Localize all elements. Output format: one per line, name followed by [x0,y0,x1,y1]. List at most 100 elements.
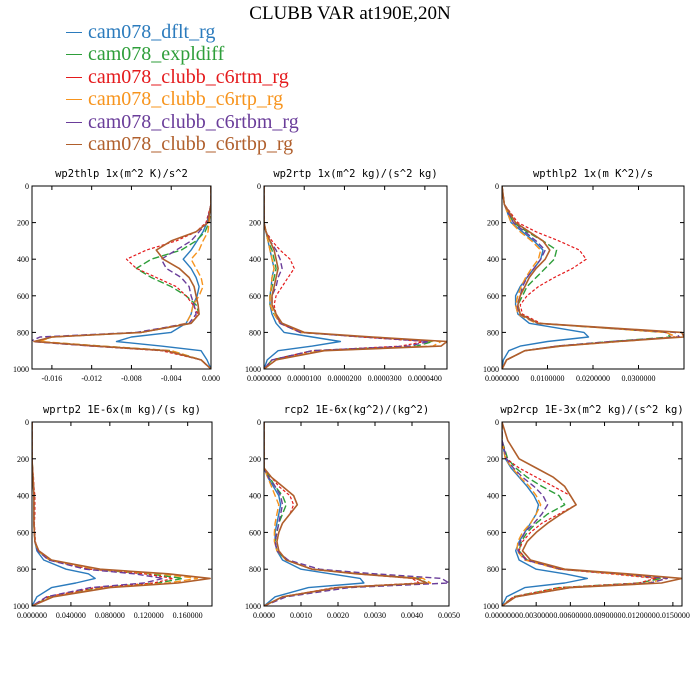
legend-label: cam078_clubb_c6rtbm_rg [88,110,299,133]
y-tick-label: 600 [249,292,261,301]
series-line-c6rtbp [264,186,447,369]
series-line-dflt [502,186,590,369]
y-tick-label: 1000 [13,602,29,611]
x-tick-label: 0.120000 [134,611,164,620]
series-line-c6rtbm [502,422,668,606]
panel-title: wp2thlp 1x(m^2 K)/s^2 [55,168,188,180]
panel-series-group [502,186,684,369]
legend-swatch [66,32,82,33]
legend-swatch [66,54,82,56]
legend-swatch [66,143,82,145]
y-tick-label: 800 [487,565,499,574]
x-tick-label: 0.0150000 [656,611,690,620]
series-line-c6rtp [32,422,199,606]
x-tick-label: 0.0100000 [531,374,565,383]
series-line-c6rtm [264,186,426,369]
y-tick-label: 0 [495,182,499,191]
series-line-c6rtbp [33,186,211,369]
panel-title: rcp2 1E-6x(kg^2)/(kg^2) [284,404,429,416]
legend-label: cam078_clubb_c6rtm_rg [88,65,289,88]
y-tick-label: 200 [487,455,499,464]
y-tick-label: 600 [249,528,261,537]
y-tick-label: 800 [17,328,29,337]
panel-series-group [32,186,211,369]
x-tick-label: -0.008 [121,374,142,383]
series-line-expldiff [36,186,211,369]
series-line-c6rtbm [502,186,681,369]
series-line-c6rtbp [264,422,428,606]
panel-title: wprtp2 1E-6x(m kg)/(s kg) [43,404,201,416]
panel-series-group [264,186,447,369]
series-line-c6rtbm [264,186,430,369]
x-tick-label: 0.0060000 [553,611,587,620]
y-tick-label: 600 [487,292,499,301]
series-line-c6rtp [39,186,211,369]
y-tick-label: 800 [249,328,261,337]
panel-4: wprtp2 1E-6x(m kg)/(s kg) 0 200 400 600 800 10… [13,404,213,620]
panel-title: wp2rtp 1x(m^2 kg)/(s^2 kg) [273,168,437,180]
series-line-dflt [502,422,589,606]
series-line-c6rtm [502,422,657,606]
series-line-c6rtm [32,422,174,606]
legend-swatch [66,121,82,123]
plot-frame [501,421,683,607]
series-line-dflt [264,422,365,606]
x-tick-label: 0.0050 [438,611,460,620]
y-tick-label: 400 [17,492,29,501]
y-tick-label: 200 [249,455,261,464]
series-line-c6rtm [264,422,420,606]
x-tick-label: 0.000000 [17,611,47,620]
series-line-expldiff [264,186,434,369]
series-line-dflt [32,422,96,606]
series-line-c6rtbp [502,422,682,606]
panel-series-group [502,422,682,606]
series-line-c6rtp [502,186,678,369]
series-line-c6rtbp [32,422,211,606]
legend-swatch [66,76,82,78]
x-tick-label: -0.004 [161,374,182,383]
y-tick-label: 600 [17,292,29,301]
x-tick-label: 0.0000 [253,611,275,620]
x-tick-label: 0.0010 [290,611,312,620]
x-tick-label: 0.0000300 [368,374,402,383]
panel-series-group [264,422,449,606]
y-tick-label: 1000 [483,602,499,611]
panel-series-group [32,422,211,606]
y-tick-label: 400 [487,492,499,501]
x-tick-label: 0.0000000 [485,374,519,383]
panel-6: wp2rcp 1E-3x(m^2 kg)/(s^2 kg)0 200 400 600 8… [483,404,690,620]
y-tick-label: 400 [487,255,499,264]
x-tick-label: -0.012 [81,374,102,383]
y-tick-label: 1000 [13,365,29,374]
series-line-expldiff [264,422,428,606]
series-line-expldiff [502,422,663,606]
plot-frame [31,421,213,607]
x-tick-label: 0.040000 [56,611,86,620]
x-tick-label: 0.160000 [173,611,203,620]
series-line-c6rtp [264,186,442,369]
x-tick-label: -0.016 [42,374,63,383]
figure-title: CLUBB VAR at190E,20N [249,3,451,24]
x-tick-label: 0.0200000 [576,374,610,383]
y-tick-label: 1000 [245,365,261,374]
series-line-c6rtp [264,422,432,606]
x-tick-label: 0.080000 [95,611,125,620]
x-tick-label: 0.0030 [364,611,386,620]
legend-label: cam078_clubb_c6rtp_rg [88,88,284,111]
plot-frame [31,185,212,370]
y-tick-label: 0 [25,418,29,427]
x-tick-label: 0.0090000 [588,611,622,620]
y-tick-label: 0 [257,418,261,427]
y-tick-label: 800 [487,328,499,337]
legend-label: cam078_clubb_c6rtbp_rg [88,132,294,155]
y-tick-label: 0 [257,182,261,191]
y-tick-label: 1000 [483,365,499,374]
y-tick-label: 800 [249,565,261,574]
y-tick-label: 600 [487,528,499,537]
x-tick-label: 0.0000200 [327,374,361,383]
x-tick-label: 0.0000400 [408,374,442,383]
y-tick-label: 400 [17,255,29,264]
y-tick-label: 1000 [245,602,261,611]
x-tick-label: 0.0040 [401,611,423,620]
